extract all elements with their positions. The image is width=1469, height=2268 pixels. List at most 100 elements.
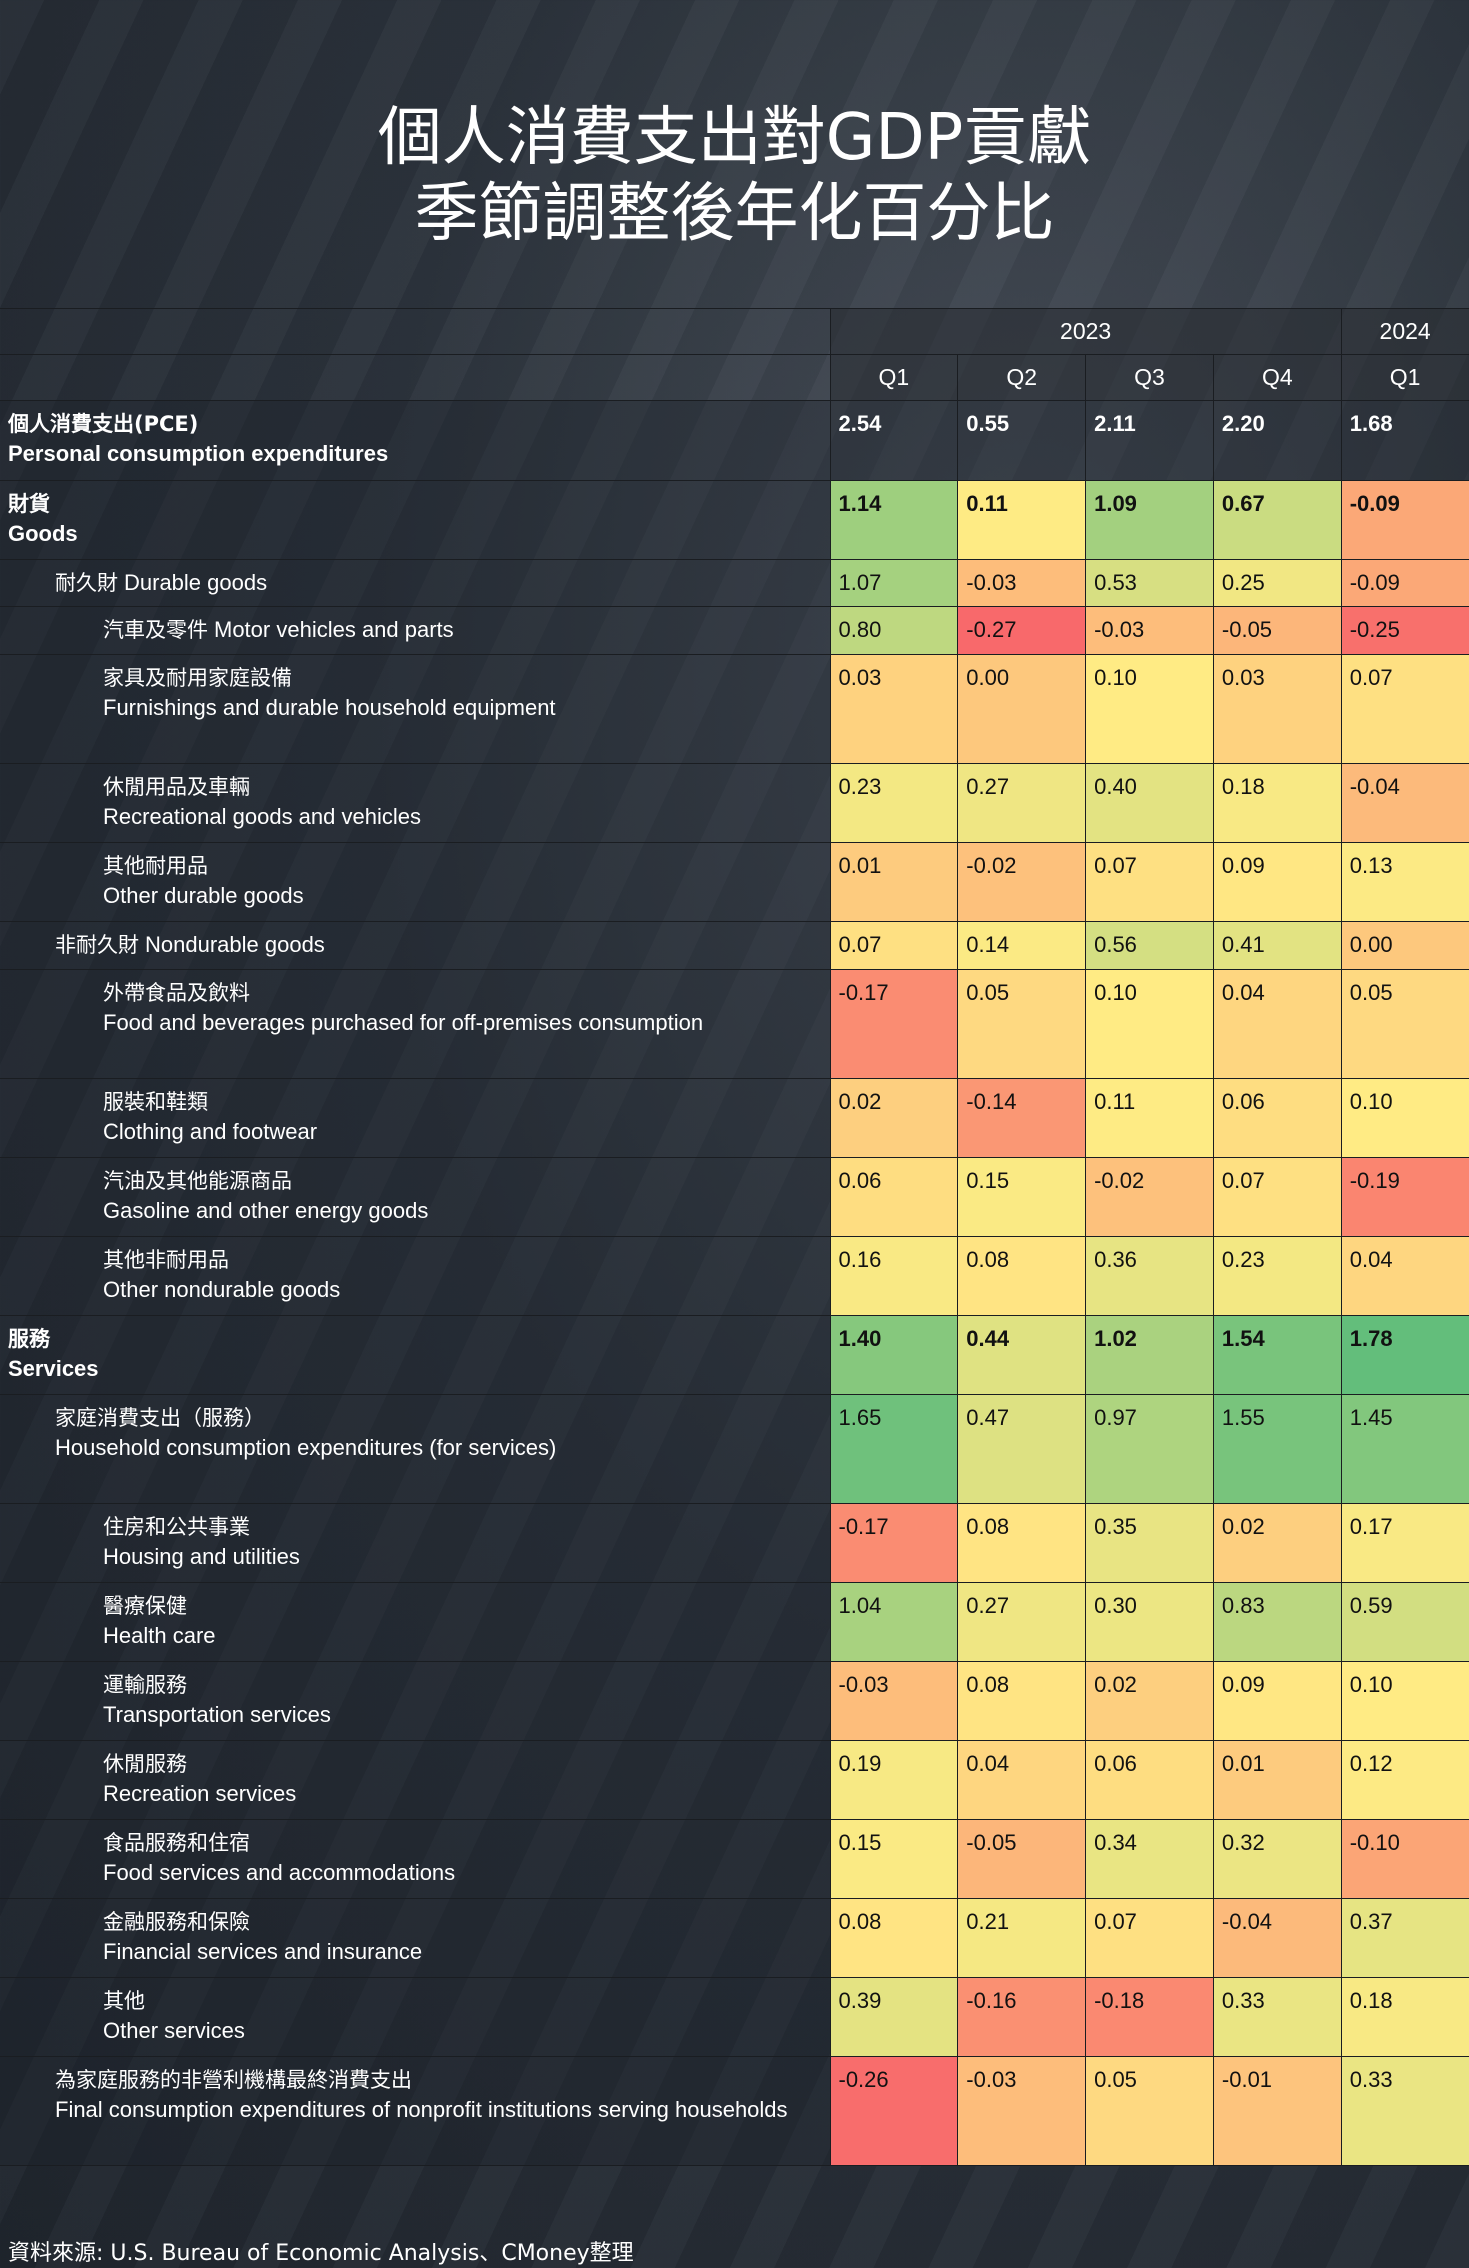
value-cell: -0.05	[957, 1819, 1087, 1899]
header-blank	[0, 354, 831, 401]
row-label-en: Health care	[103, 1623, 216, 1648]
value-cell: 1.40	[829, 1315, 959, 1395]
row-label: 為家庭服務的非營利機構最終消費支出 Final consumption expen…	[0, 2056, 831, 2166]
value-cell: -0.18	[1085, 1977, 1214, 2057]
value-cell: -0.05	[1212, 606, 1342, 655]
value-cell: -0.09	[1340, 559, 1469, 607]
row-label-en: Motor vehicles and parts	[214, 617, 454, 642]
header-quarter-row: Q1 Q2 Q3 Q4 Q1	[0, 354, 1469, 401]
value-cell: 0.11	[957, 480, 1087, 560]
value-cell: 1.68	[1340, 400, 1469, 481]
row-label-en: Other durable goods	[103, 883, 304, 908]
value-cell: 0.27	[957, 1582, 1087, 1662]
row-label-zh: 住房和公共事業	[103, 1515, 250, 1539]
row-label: 耐久財 Durable goods	[0, 559, 831, 607]
value-cell: 0.30	[1085, 1582, 1214, 1662]
row-label-en: Food and beverages purchased for off-pre…	[103, 1010, 704, 1035]
value-cell: 0.02	[829, 1078, 959, 1158]
row-label-en: Clothing and footwear	[103, 1119, 318, 1144]
value-cell: 1.07	[829, 559, 959, 607]
value-cell: 0.11	[1085, 1078, 1214, 1158]
value-cell: 1.65	[829, 1394, 959, 1504]
value-cell: 0.19	[829, 1740, 959, 1820]
value-cell: 0.04	[1212, 969, 1342, 1079]
value-cell: 0.23	[829, 763, 959, 843]
row-label: 服務 Services	[0, 1315, 831, 1395]
value-cell: 0.07	[1085, 842, 1214, 922]
value-cell: 0.02	[1212, 1503, 1342, 1583]
value-cell: -0.25	[1340, 606, 1469, 655]
value-cell: 0.10	[1340, 1661, 1469, 1741]
value-cell: -0.16	[957, 1977, 1087, 2057]
value-cell: 0.44	[957, 1315, 1087, 1395]
source-note: 資料來源: U.S. Bureau of Economic Analysis、C…	[8, 2241, 634, 2266]
value-cell: 0.13	[1340, 842, 1469, 922]
row-label: 汽車及零件 Motor vehicles and parts	[0, 606, 831, 655]
row-label-en: Final consumption expenditures of nonpro…	[55, 2097, 788, 2122]
table-row: 住房和公共事業 Housing and utilities -0.17 0.08 0.3…	[0, 1503, 1469, 1583]
row-label: 其他耐用品 Other durable goods	[0, 842, 831, 922]
pce-contribution-table: 2023 2024 Q1 Q2 Q3 Q4 Q1 個人消費支出(PCE) Personal co…	[0, 308, 1469, 2166]
value-cell: 0.59	[1340, 1582, 1469, 1662]
row-label-en: Household consumption expenditures (for …	[55, 1435, 557, 1460]
row-label: 金融服務和保險 Financial services and insurance	[0, 1898, 831, 1978]
row-label: 運輸服務 Transportation services	[0, 1661, 831, 1741]
header-blank	[0, 308, 831, 355]
row-label-zh: 其他非耐用品	[103, 1248, 229, 1272]
table-row: 汽車及零件 Motor vehicles and parts 0.80 -0.27 -0…	[0, 606, 1469, 655]
header-year-row: 2023 2024	[0, 308, 1469, 355]
value-cell: 0.83	[1212, 1582, 1342, 1662]
value-cell: 0.03	[829, 654, 959, 764]
value-cell: 0.08	[957, 1661, 1087, 1741]
value-cell: 0.12	[1340, 1740, 1469, 1820]
value-cell: 2.20	[1212, 400, 1342, 481]
row-label: 外帶食品及飲料 Food and beverages purchased for …	[0, 969, 831, 1079]
quarter-header: Q4	[1212, 354, 1342, 401]
row-label-en: Durable goods	[124, 570, 268, 595]
value-cell: 0.06	[1212, 1078, 1342, 1158]
row-label-en: Other nondurable goods	[103, 1277, 341, 1302]
table-row: 食品服務和住宿 Food services and accommodations 0…	[0, 1819, 1469, 1899]
value-cell: 0.09	[1212, 842, 1342, 922]
row-label-en: Services	[8, 1356, 99, 1381]
page-title: 個人消費支出對GDP貢獻 季節調整後年化百分比	[0, 100, 1469, 252]
table-row: 汽油及其他能源商品 Gasoline and other energy goods…	[0, 1157, 1469, 1237]
value-cell: 0.05	[1340, 969, 1469, 1079]
value-cell: 0.06	[829, 1157, 959, 1237]
table-row: 外帶食品及飲料 Food and beverages purchased for …	[0, 969, 1469, 1079]
value-cell: 0.47	[957, 1394, 1087, 1504]
row-label-zh: 耐久財	[55, 571, 118, 595]
row-label: 財貨 Goods	[0, 480, 831, 560]
value-cell: -0.03	[957, 559, 1087, 607]
value-cell: -0.04	[1340, 763, 1469, 843]
row-label-en: Goods	[8, 521, 78, 546]
value-cell: 0.10	[1085, 969, 1214, 1079]
row-label-zh: 休閒服務	[103, 1752, 187, 1776]
table-row: 個人消費支出(PCE) Personal consumption expendit…	[0, 400, 1469, 481]
value-cell: 0.08	[957, 1503, 1087, 1583]
row-label-zh: 為家庭服務的非營利機構最終消費支出	[55, 2068, 412, 2092]
table-row: 服務 Services 1.40 0.44 1.02 1.54 1.78	[0, 1315, 1469, 1395]
value-cell: -0.03	[957, 2056, 1087, 2166]
row-label: 非耐久財 Nondurable goods	[0, 921, 831, 970]
value-cell: 0.25	[1212, 559, 1342, 607]
row-label: 個人消費支出(PCE) Personal consumption expendit…	[0, 400, 831, 481]
value-cell: 1.45	[1340, 1394, 1469, 1504]
row-label: 其他 Other services	[0, 1977, 831, 2057]
row-label-en: Gasoline and other energy goods	[103, 1198, 429, 1223]
value-cell: 0.97	[1085, 1394, 1214, 1504]
value-cell: 0.15	[829, 1819, 959, 1899]
value-cell: 0.32	[1212, 1819, 1342, 1899]
value-cell: 1.04	[829, 1582, 959, 1662]
value-cell: 0.39	[829, 1977, 959, 2057]
value-cell: 0.07	[829, 921, 959, 970]
row-label: 家庭消費支出（服務） Household consumption expendit…	[0, 1394, 831, 1504]
table-row: 家庭消費支出（服務） Household consumption expendit…	[0, 1394, 1469, 1504]
title-line-1: 個人消費支出對GDP貢獻	[377, 101, 1092, 175]
value-cell: 2.54	[829, 400, 959, 481]
value-cell: 0.02	[1085, 1661, 1214, 1741]
value-cell: 0.10	[1340, 1078, 1469, 1158]
row-label-en: Recreation services	[103, 1781, 297, 1806]
row-label: 食品服務和住宿 Food services and accommodations	[0, 1819, 831, 1899]
table-row: 非耐久財 Nondurable goods 0.07 0.14 0.56 0.41 0.00	[0, 921, 1469, 970]
